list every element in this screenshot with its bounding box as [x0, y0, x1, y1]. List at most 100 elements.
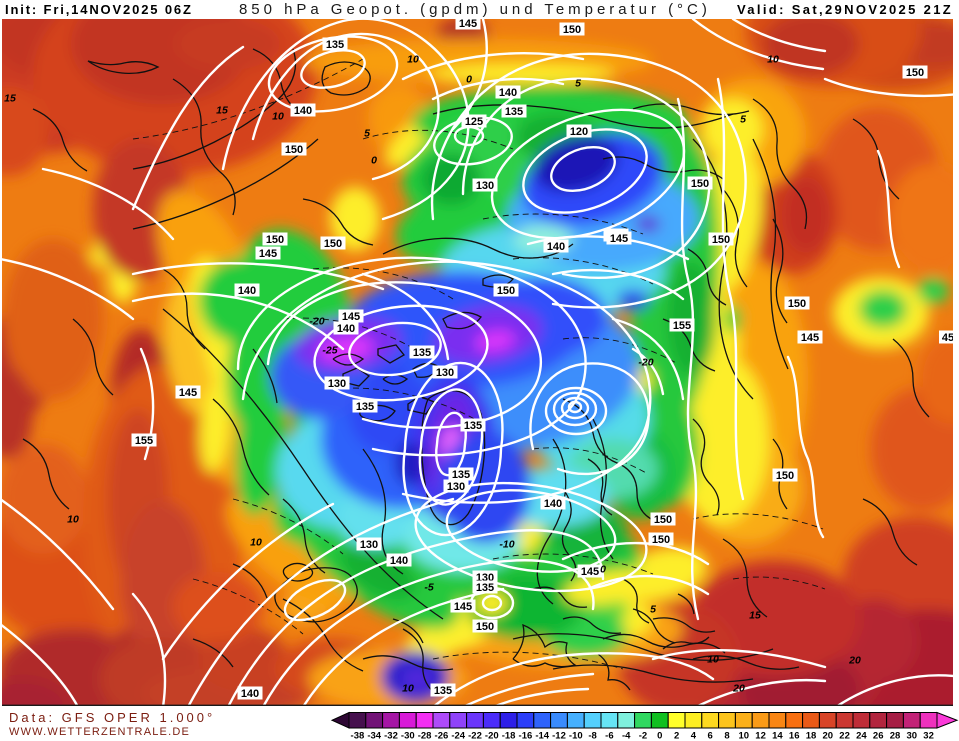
svg-text:-20: -20: [485, 731, 499, 741]
svg-text:140: 140: [544, 498, 562, 510]
svg-text:5: 5: [364, 128, 370, 140]
svg-text:140: 140: [294, 105, 312, 117]
svg-text:150: 150: [324, 238, 342, 250]
svg-text:150: 150: [712, 234, 730, 246]
svg-text:0: 0: [371, 155, 377, 167]
svg-text:-30: -30: [401, 731, 415, 741]
svg-text:10: 10: [402, 683, 414, 695]
svg-text:145: 145: [259, 248, 277, 260]
svg-text:145: 145: [454, 601, 472, 613]
svg-text:10: 10: [67, 514, 79, 526]
svg-text:135: 135: [505, 106, 523, 118]
svg-text:150: 150: [691, 178, 709, 190]
svg-text:2: 2: [674, 731, 679, 741]
svg-text:150: 150: [776, 470, 794, 482]
svg-text:120: 120: [570, 126, 588, 138]
svg-text:4: 4: [691, 731, 697, 741]
svg-text:140: 140: [547, 241, 565, 253]
svg-text:145: 145: [610, 233, 628, 245]
svg-text:26: 26: [873, 731, 884, 741]
svg-text:130: 130: [328, 378, 346, 390]
svg-text:140: 140: [499, 87, 517, 99]
svg-text:135: 135: [326, 39, 344, 51]
svg-text:140: 140: [241, 688, 259, 700]
svg-text:130: 130: [447, 481, 465, 493]
svg-text:140: 140: [390, 555, 408, 567]
svg-text:-10: -10: [569, 731, 583, 741]
svg-text:15: 15: [216, 105, 228, 117]
svg-text:155: 155: [135, 435, 153, 447]
svg-text:28: 28: [890, 731, 901, 741]
svg-text:150: 150: [476, 621, 494, 633]
svg-text:145: 145: [801, 332, 819, 344]
svg-text:135: 135: [476, 582, 494, 594]
svg-text:10: 10: [739, 731, 750, 741]
svg-text:45: 45: [942, 332, 954, 344]
svg-text:150: 150: [906, 67, 924, 79]
svg-text:-22: -22: [468, 731, 482, 741]
svg-text:135: 135: [356, 401, 374, 413]
svg-text:-25: -25: [322, 345, 337, 357]
svg-text:-10: -10: [499, 539, 514, 551]
svg-text:10: 10: [407, 54, 419, 66]
svg-text:145: 145: [179, 387, 197, 399]
svg-text:-26: -26: [435, 731, 449, 741]
svg-text:20: 20: [823, 731, 834, 741]
svg-text:5: 5: [575, 78, 581, 90]
svg-text:10: 10: [272, 111, 284, 123]
svg-text:-14: -14: [535, 731, 549, 741]
svg-text:150: 150: [654, 514, 672, 526]
svg-text:16: 16: [789, 731, 800, 741]
svg-text:135: 135: [464, 420, 482, 432]
svg-text:5: 5: [740, 114, 746, 126]
svg-text:-32: -32: [384, 731, 398, 741]
svg-text:-28: -28: [418, 731, 432, 741]
svg-text:125: 125: [465, 116, 483, 128]
svg-text:18: 18: [806, 731, 817, 741]
svg-text:135: 135: [434, 685, 452, 697]
svg-text:145: 145: [342, 311, 360, 323]
svg-text:0: 0: [657, 731, 662, 741]
svg-text:130: 130: [436, 367, 454, 379]
svg-text:140: 140: [337, 323, 355, 335]
svg-text:150: 150: [497, 285, 515, 297]
svg-text:20: 20: [732, 683, 745, 695]
svg-text:0: 0: [466, 74, 472, 86]
svg-text:145: 145: [459, 18, 477, 30]
svg-text:-34: -34: [367, 731, 381, 741]
svg-text:10: 10: [250, 537, 262, 549]
svg-text:22: 22: [839, 731, 850, 741]
svg-text:150: 150: [563, 24, 581, 36]
svg-text:155: 155: [673, 320, 691, 332]
svg-text:0: 0: [600, 564, 606, 576]
svg-text:145: 145: [581, 566, 599, 578]
svg-text:-4: -4: [622, 731, 631, 741]
svg-text:-12: -12: [552, 731, 566, 741]
svg-text:135: 135: [413, 347, 431, 359]
svg-text:5: 5: [650, 604, 656, 616]
svg-text:-16: -16: [519, 731, 533, 741]
svg-text:10: 10: [707, 654, 719, 666]
svg-text:-24: -24: [451, 731, 465, 741]
svg-text:-20: -20: [309, 316, 324, 328]
svg-text:-38: -38: [351, 731, 365, 741]
svg-text:-5: -5: [424, 582, 433, 594]
svg-text:14: 14: [772, 731, 783, 741]
svg-text:24: 24: [856, 731, 867, 741]
svg-text:150: 150: [788, 298, 806, 310]
svg-text:12: 12: [755, 731, 766, 741]
svg-text:-8: -8: [588, 731, 596, 741]
svg-text:150: 150: [285, 144, 303, 156]
svg-text:140: 140: [238, 285, 256, 297]
svg-text:130: 130: [360, 539, 378, 551]
svg-text:6: 6: [708, 731, 713, 741]
svg-text:15: 15: [749, 610, 761, 622]
svg-text:150: 150: [652, 534, 670, 546]
svg-text:-20: -20: [638, 357, 653, 369]
svg-text:150: 150: [266, 234, 284, 246]
svg-text:-6: -6: [605, 731, 613, 741]
svg-text:30: 30: [907, 731, 918, 741]
svg-text:32: 32: [923, 731, 934, 741]
svg-text:135: 135: [452, 469, 470, 481]
svg-text:-18: -18: [502, 731, 516, 741]
